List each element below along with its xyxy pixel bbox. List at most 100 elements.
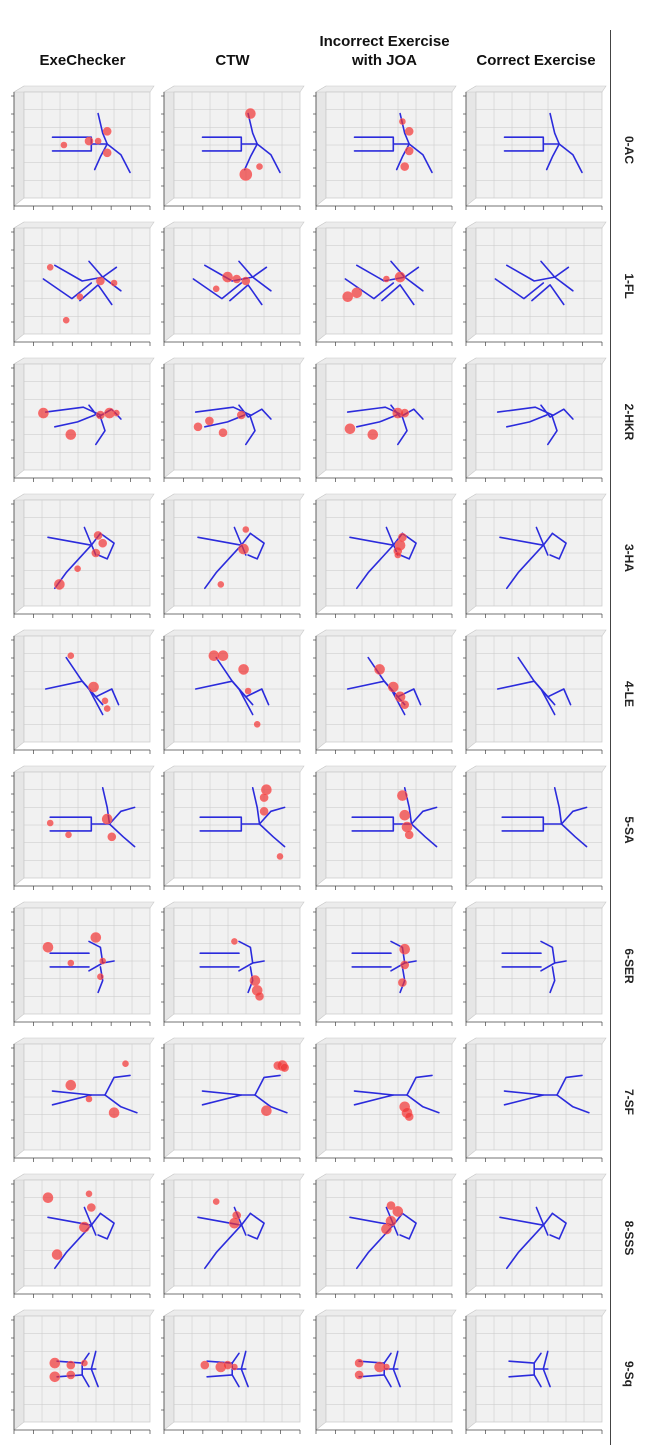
joint-highlight-r7-c0-0: [65, 1079, 77, 1091]
joint-highlight-r0-c0-1: [84, 136, 94, 146]
plot-panel-r7-c0: [11, 1037, 155, 1162]
joint-highlight-r4-c2-2: [394, 691, 406, 703]
joint-highlight-r9-c0-4: [81, 1359, 88, 1367]
plot-panel-r6-c1: [161, 901, 305, 1026]
plot-panel-r8-c2: [313, 1173, 457, 1298]
row-label-1: 1-FL: [622, 273, 636, 299]
skeleton-limb-r3-c3-2: [505, 544, 545, 590]
joint-highlight-r5-c1-2: [259, 806, 269, 816]
joint-highlight-r2-c0-3: [104, 407, 115, 419]
skeleton-limb-r3-c2-2: [355, 544, 395, 590]
joint-highlight-r9-c1-3: [231, 1363, 238, 1371]
skeleton-limb-r0-c1-3: [256, 143, 281, 174]
plot-panel-r4-c1: [161, 629, 305, 754]
joint-highlight-r0-c2-2: [404, 146, 414, 156]
joint-highlight-r8-c2-1: [385, 1215, 397, 1227]
joint-highlight-r3-c0-0: [93, 531, 103, 540]
joint-highlight-r1-c1-3: [241, 276, 251, 286]
plot-panel-r9-c0: [11, 1309, 155, 1434]
joint-highlight-r6-c0-3: [99, 957, 106, 965]
joint-highlight-r1-c2-1: [351, 287, 363, 299]
joint-highlight-r9-c0-1: [49, 1371, 61, 1383]
joint-highlight-r8-c0-3: [79, 1221, 90, 1233]
skeleton-limb-r1-c3-3: [553, 276, 574, 292]
skeleton-limb-r7-c1-2: [254, 1074, 281, 1096]
skeleton-limb-r4-c3-2: [546, 688, 572, 706]
joint-highlight-r1-c0-2: [96, 276, 105, 286]
joint-highlight-r4-c0-0: [67, 652, 75, 660]
plot-panel-r1-c1: [161, 221, 305, 346]
plot-panel-r3-c0: [11, 493, 155, 618]
joint-highlight-r3-c0-4: [54, 579, 65, 590]
joint-highlight-r1-c0-0: [46, 263, 54, 271]
column-header-correct: Correct Exercise: [476, 52, 596, 69]
skeleton-limb-r7-c3-2: [556, 1074, 583, 1096]
joint-highlight-r9-c1-2: [223, 1360, 232, 1370]
skeleton-limb-r4-c3-3: [540, 688, 556, 716]
plot-panel-r4-c2: [313, 629, 457, 754]
joint-highlight-r3-c2-3: [394, 551, 402, 559]
plot-panel-r3-c2: [313, 493, 457, 618]
skeleton-limb-r7-c2-2: [406, 1074, 433, 1096]
skeleton-limb-r1-c2-4: [381, 284, 415, 306]
skeleton-limb-r5-c2-3: [410, 823, 438, 848]
joint-highlight-r2-c2-1: [367, 429, 379, 440]
joint-highlight-r8-c0-1: [85, 1190, 93, 1198]
row-label-5: 5-SA: [622, 816, 636, 844]
joint-highlight-r1-c0-4: [62, 316, 70, 324]
joint-highlight-r4-c1-1: [217, 650, 229, 662]
skeleton-limb-r7-c1-3: [254, 1094, 288, 1114]
joint-highlight-r7-c2-2: [404, 1112, 414, 1121]
plot-panel-r5-c0: [11, 765, 155, 890]
joint-highlight-r6-c1-3: [255, 991, 264, 1001]
joint-highlight-r4-c0-1: [88, 681, 99, 693]
joint-highlight-r9-c0-0: [49, 1357, 61, 1369]
skeleton-limb-r1-c0-1: [53, 264, 104, 282]
skeleton-limb-r5-c0-3: [108, 823, 136, 848]
plot-panel-r4-c3: [463, 629, 607, 754]
joint-highlight-r0-c2-3: [400, 162, 410, 171]
skeleton-limb-r2-c2-1: [355, 414, 398, 428]
joint-highlight-r2-c0-1: [65, 429, 77, 440]
joint-highlight-r3-c1-1: [238, 543, 249, 555]
joint-highlight-r1-c2-3: [383, 275, 390, 283]
plot-panel-r9-c1: [161, 1309, 305, 1434]
plot-panel-r3-c3: [463, 493, 607, 618]
skeleton-limb-r6-c3-4: [549, 966, 556, 994]
plot-panel-r8-c3: [463, 1173, 607, 1298]
skeleton-limb-r2-c0-1: [53, 414, 96, 428]
joint-highlight-r5-c0-1: [65, 831, 72, 839]
skeleton-limb-r1-c0-0: [42, 278, 93, 300]
joint-highlight-r0-c1-0: [245, 108, 256, 119]
joint-highlight-r6-c0-1: [67, 959, 75, 967]
skeleton-limb-r3-c1-1: [247, 532, 265, 560]
plot-panel-r1-c3: [463, 221, 607, 346]
skeleton-limb-r1-c3-4: [531, 284, 565, 306]
skeleton-limb-r5-c1-3: [258, 823, 286, 848]
joint-highlight-r7-c0-3: [108, 1107, 120, 1118]
joint-highlight-r2-c0-0: [38, 407, 49, 419]
skeleton-limb-r1-c3-1: [505, 264, 556, 282]
joint-highlight-r4-c1-2: [238, 664, 249, 675]
joint-highlight-r5-c2-3: [404, 830, 414, 840]
skeleton-grid-figure: [11, 85, 607, 1434]
skeleton-limb-r8-c0-2: [53, 1224, 93, 1270]
skeleton-limb-r6-c1-3: [251, 960, 265, 964]
joint-highlight-r4-c1-4: [253, 720, 261, 728]
joint-highlight-r6-c1-1: [249, 975, 261, 986]
plot-panel-r4-c0: [11, 629, 155, 754]
plot-panel-r6-c0: [11, 901, 155, 1026]
joint-highlight-r4-c1-3: [244, 687, 252, 695]
joint-highlight-r3-c1-2: [217, 581, 225, 588]
plot-panel-r2-c1: [161, 357, 305, 482]
plot-panel-r5-c2: [313, 765, 457, 890]
skeleton-limb-r6-c3-2: [540, 940, 556, 972]
joint-highlight-r0-c0-0: [60, 141, 68, 149]
plot-panel-r0-c3: [463, 85, 607, 210]
joint-highlight-r2-c1-2: [218, 428, 228, 438]
joint-highlight-r3-c1-0: [242, 526, 250, 533]
joint-highlight-r5-c0-0: [46, 819, 54, 827]
joint-highlight-r8-c0-2: [87, 1203, 96, 1212]
joint-highlight-r0-c0-3: [102, 127, 112, 136]
joint-highlight-r6-c0-0: [42, 941, 54, 953]
